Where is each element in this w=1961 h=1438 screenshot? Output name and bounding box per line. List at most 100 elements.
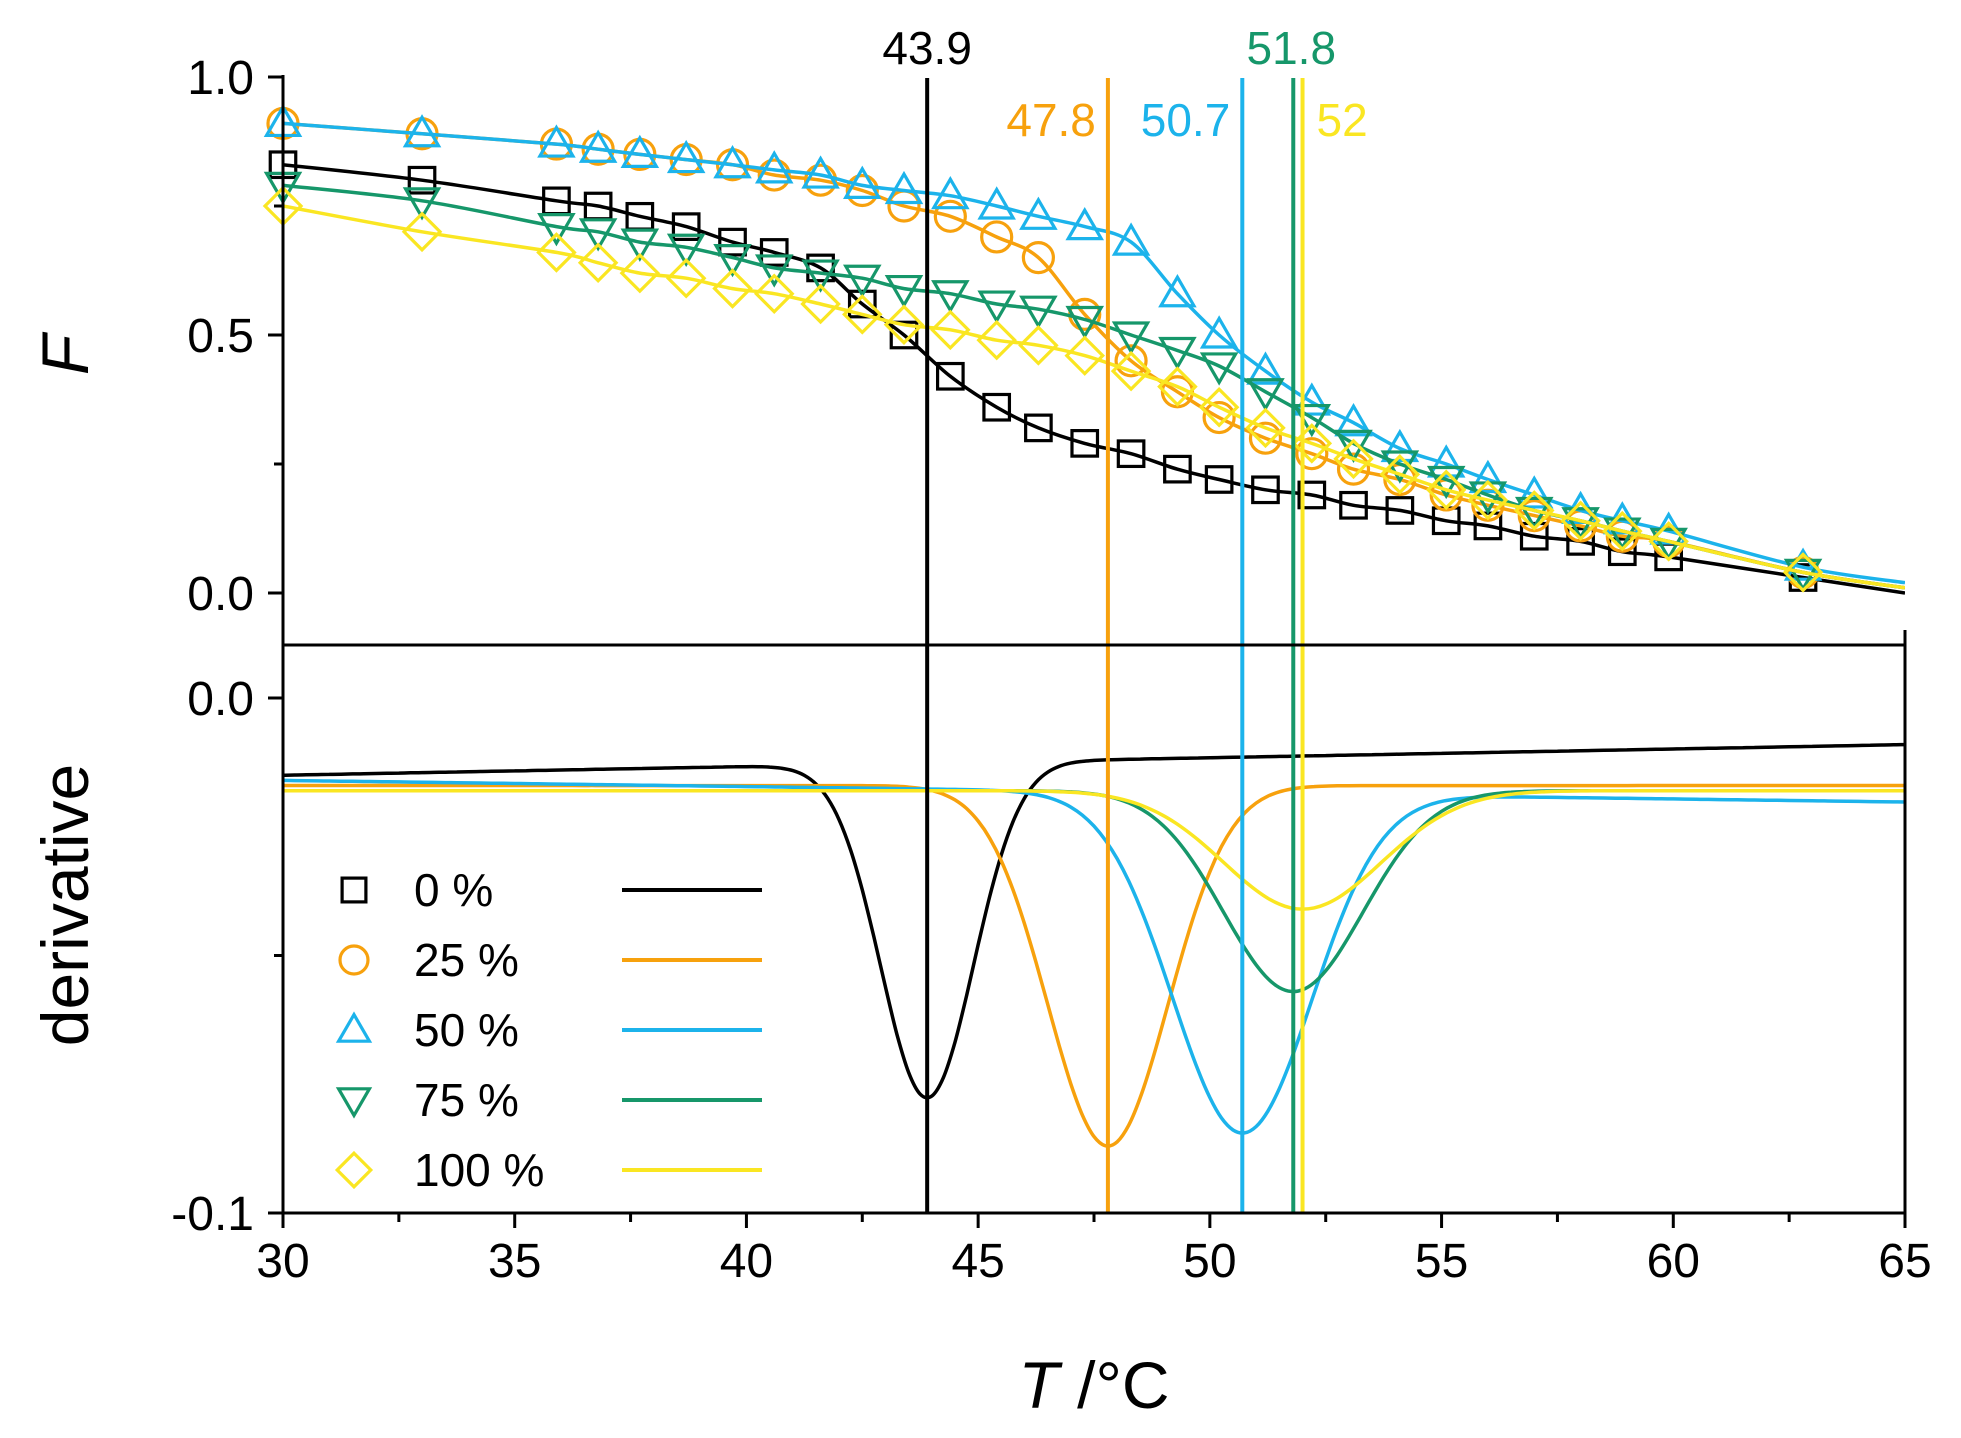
- x-tick-label: 45: [951, 1235, 1004, 1288]
- data-point-0-pct: [671, 212, 701, 241]
- data-point-50-pct: [713, 145, 752, 179]
- data-point-50-pct: [1468, 459, 1508, 494]
- x-tick-label: 50: [1183, 1235, 1236, 1288]
- tm-label-0-pct: 43.9: [882, 22, 972, 74]
- legend-label-0-pct: 0 %: [414, 864, 493, 916]
- data-point-75-pct: [801, 259, 840, 293]
- data-point-75-pct: [1111, 321, 1151, 355]
- data-point-0-pct: [1297, 480, 1327, 510]
- data-point-0-pct: [1204, 465, 1234, 494]
- legend-marker-0-pct: [340, 876, 368, 904]
- data-point-100-pct: [1245, 407, 1286, 449]
- data-point-0-pct: [759, 238, 789, 267]
- data-point-75-pct: [537, 213, 576, 247]
- x-tick-label: 60: [1647, 1235, 1700, 1288]
- series-0-pct: [268, 150, 1905, 1100]
- data-point-100-pct: [665, 257, 707, 299]
- data-point-100-pct: [1291, 423, 1333, 464]
- top-y-axis-title: F: [28, 331, 102, 375]
- data-point-75-pct: [578, 218, 618, 252]
- data-point-100-pct: [619, 252, 661, 294]
- data-point-75-pct: [1019, 295, 1058, 329]
- data-point-0-pct: [407, 165, 437, 195]
- data-point-25-pct: [1021, 241, 1055, 275]
- data-point-50-pct: [1019, 196, 1058, 230]
- data-point-0-pct: [982, 392, 1012, 422]
- axis-ticks: 30 35 40 45 50 55 60 65 0.0 0.5 1.0 -0.1 0.0: [171, 52, 1931, 1288]
- data-point-75-pct: [1065, 305, 1105, 340]
- data-point-25-pct: [1336, 452, 1371, 486]
- data-point-100-pct: [1157, 366, 1198, 407]
- data-point-50-pct: [666, 139, 706, 174]
- legend-marker-75-pct: [335, 1087, 373, 1119]
- data-point-100-pct: [401, 211, 443, 253]
- top-y-tick-label: 1.0: [187, 52, 254, 105]
- data-point-0-pct: [1519, 521, 1549, 551]
- data-point-0-pct: [1339, 490, 1368, 520]
- data-point-50-pct: [620, 134, 660, 168]
- data-point-50-pct: [1199, 315, 1239, 349]
- x-axis-unit: /°C: [1059, 1348, 1170, 1422]
- data-point-100-pct: [1379, 454, 1421, 495]
- data-point-100-pct: [1513, 490, 1555, 531]
- data-point-50-pct: [931, 175, 970, 210]
- data-point-50-pct: [1111, 222, 1151, 256]
- data-point-50-pct: [1065, 206, 1105, 241]
- data-point-75-pct: [713, 244, 752, 278]
- data-point-100-pct: [1018, 325, 1059, 366]
- data-point-0-pct: [1024, 413, 1053, 443]
- data-point-50-pct: [801, 155, 840, 189]
- data-point-50-pct: [537, 124, 576, 158]
- data-point-25-pct: [1114, 344, 1148, 378]
- bottom-y-tick-label: -0.1: [171, 1188, 254, 1241]
- data-point-100-pct: [1064, 335, 1105, 376]
- data-point-0-pct: [1251, 475, 1280, 505]
- data-point-100-pct: [1198, 386, 1240, 428]
- data-point-75-pct: [666, 233, 706, 267]
- data-point-0-pct: [1566, 527, 1595, 556]
- data-point-75-pct: [1246, 378, 1285, 412]
- tm-label-75-pct: 51.8: [1247, 22, 1337, 74]
- data-point-25-pct: [1295, 437, 1329, 471]
- data-point-100-pct: [712, 268, 753, 309]
- data-point-25-pct: [845, 173, 879, 208]
- data-point-50-pct: [884, 170, 924, 205]
- data-point-50-pct: [578, 129, 618, 163]
- data-point-0-pct: [1385, 496, 1415, 525]
- derivative-curve-0-pct: [283, 742, 1905, 1100]
- legend-marker-50-pct: [335, 1011, 373, 1043]
- derivative-curve-50-pct: [283, 778, 1905, 1135]
- series-layer: [262, 103, 1905, 1148]
- data-point-50-pct: [977, 186, 1016, 220]
- derivative-curve-100-pct: [283, 788, 1905, 911]
- x-axis-variable: T: [1018, 1348, 1063, 1422]
- data-point-100-pct: [1333, 438, 1374, 480]
- x-tick-label: 35: [488, 1235, 541, 1288]
- data-point-25-pct: [980, 220, 1014, 254]
- data-point-75-pct: [754, 254, 794, 288]
- data-point-100-pct: [1467, 479, 1509, 521]
- data-point-75-pct: [931, 280, 970, 314]
- legend-marker-100-pct: [334, 1150, 374, 1190]
- data-point-100-pct: [976, 319, 1017, 361]
- data-point-0-pct: [889, 320, 919, 350]
- x-tick-label: 30: [256, 1235, 309, 1288]
- data-point-0-pct: [1607, 537, 1637, 567]
- data-point-100-pct: [1648, 521, 1689, 562]
- x-tick-label: 40: [720, 1235, 773, 1288]
- data-point-50-pct: [1334, 403, 1373, 437]
- data-point-100-pct: [883, 304, 925, 345]
- data-point-0-pct: [1070, 429, 1100, 458]
- tm-label-100-pct: 52: [1317, 94, 1368, 146]
- data-point-100-pct: [1782, 552, 1824, 593]
- data-point-100-pct: [1110, 350, 1152, 392]
- legend-label-50-pct: 50 %: [414, 1004, 519, 1056]
- data-point-100-pct: [842, 294, 883, 335]
- data-point-0-pct: [935, 361, 965, 391]
- data-point-0-pct: [1163, 454, 1192, 484]
- x-tick-label: 55: [1415, 1235, 1468, 1288]
- data-point-100-pct: [1425, 469, 1467, 511]
- data-point-75-pct: [884, 274, 924, 309]
- data-point-50-pct: [1514, 475, 1554, 509]
